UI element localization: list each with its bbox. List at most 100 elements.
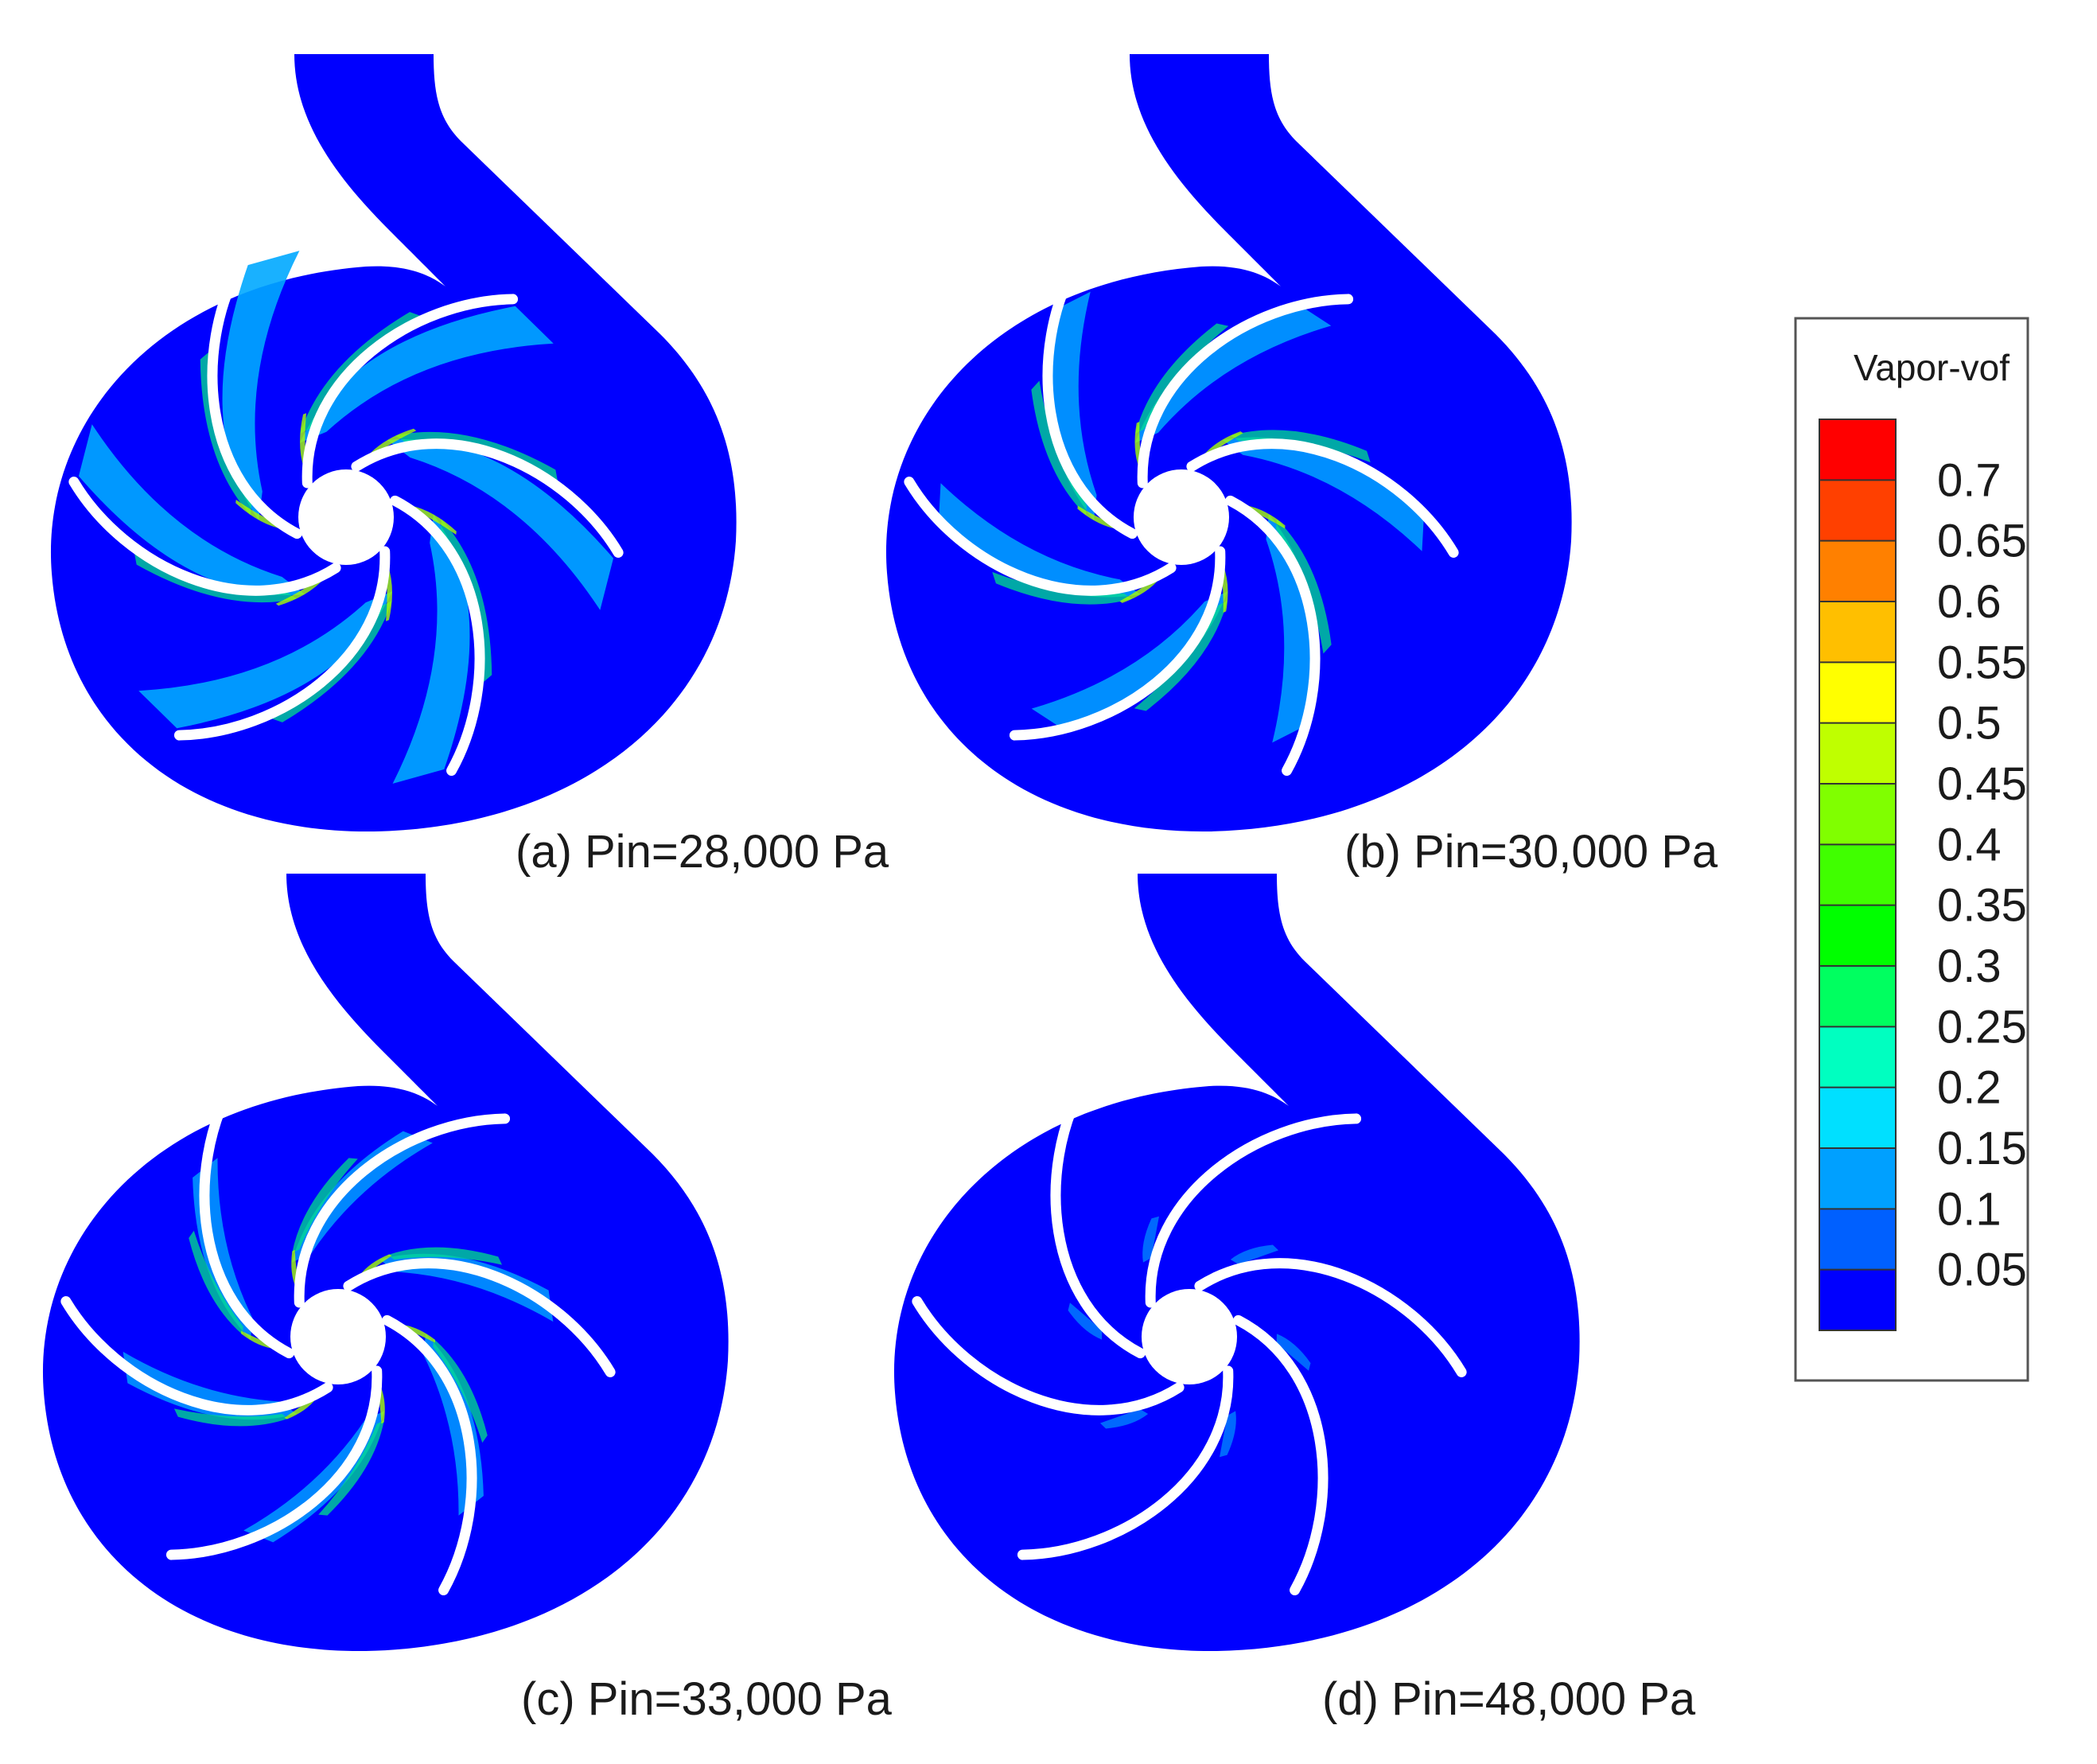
vapor-region [222,251,300,520]
vapor-region [379,1253,554,1322]
legend-band [1819,662,1896,724]
legend-title: Vapor-vof [1854,347,2009,388]
legend-band [1819,1269,1896,1331]
vapor-region [387,438,614,610]
legend-tick-label: 0.05 [1937,1244,2027,1296]
legend-tick-label: 0.45 [1937,758,2027,810]
vapor-region-dense [1031,380,1087,516]
vapor-region [1276,1334,1311,1371]
vapor-region-dense [318,1420,384,1516]
vapor-region [1099,1408,1149,1429]
vapor-region [1220,1411,1236,1458]
vapor-region [138,591,393,729]
legend-band [1819,784,1896,845]
impeller-blade [302,294,519,489]
legend-bar-outline [1819,419,1897,1331]
legend-band [1819,844,1896,906]
vapor-region [1134,302,1332,443]
impeller-blade [1186,438,1459,558]
legend-tick-label: 0.3 [1937,940,2002,992]
legend-tick-label: 0.15 [1937,1123,2027,1174]
impeller-blade [199,1077,294,1359]
impeller-hub [1134,469,1229,565]
vapor-region [1230,1244,1279,1265]
vapor-region-dense [992,571,1132,605]
vapor-region-dense [1231,430,1371,463]
impeller-hub [1142,1289,1237,1384]
vapor-region [392,514,470,784]
impeller-hub [298,469,394,565]
impeller-blade [1009,546,1226,741]
legend-band [1819,1087,1896,1149]
caption-a: (a) Pin=28,000 Pa [515,826,889,878]
pump-panel-a [50,54,737,832]
colorbar-legend: Vapor-vof 0.7 0.65 0.6 0.55 0.5 0.45 0.4 0.35 0.… [1794,317,2029,1382]
caption-b: (b) Pin=30,000 Pa [1344,826,1718,878]
legend-tick-label: 0.2 [1937,1062,2002,1114]
legend-band [1819,1209,1896,1271]
impeller-blade [173,546,391,741]
legend-band [1819,722,1896,785]
vapor-region [299,306,554,443]
legend-band [1819,1026,1896,1088]
impeller-blade [1042,258,1138,539]
vapor-region-dense [395,431,558,485]
vapor-region [1068,1303,1103,1340]
vapor-region [1047,291,1097,520]
impeller-hub [290,1289,386,1384]
legend-tick-label: 0.35 [1937,880,2027,932]
caption-d: (d) Pin=48,000 Pa [1322,1673,1696,1725]
impeller-blade [904,477,1177,596]
vapor-region-dense [1276,519,1332,654]
legend-band [1819,480,1896,542]
legend-tick-label: 0.6 [1937,576,2002,628]
impeller-blade [60,1296,333,1415]
legend-tick-label: 0.25 [1937,1001,2027,1053]
legend-tick-label: 0.5 [1937,698,2002,750]
vapor-region [1142,1216,1159,1263]
impeller-blade [1225,495,1321,777]
impeller-blade [1137,294,1354,489]
impeller-blade [912,1296,1185,1415]
vapor-region [123,1351,298,1420]
pump-panel-b [885,54,1572,832]
impeller-blade [1145,1113,1362,1308]
legend-tick-label: 0.1 [1937,1183,2002,1235]
legend-tick-label: 0.65 [1937,516,2027,567]
impeller-blade [294,1113,511,1308]
impeller-blade [1050,1077,1146,1359]
impeller-blade [207,258,302,539]
legend-tick-label: 0.7 [1937,454,2002,506]
vapor-region-dense [189,1230,243,1335]
vapor-region-dense [387,1247,503,1265]
caption-c: (c) Pin=33,000 Pa [521,1673,893,1725]
legend-band [1819,540,1896,602]
vapor-region [1031,591,1228,732]
legend-tick-label: 0.55 [1937,637,2027,688]
vapor-region-dense [433,1338,488,1443]
pump-panel-c [42,874,729,1652]
vapor-region-dense [1134,601,1227,711]
vapor-region [1266,514,1316,743]
impeller-blade [382,1314,477,1596]
legend-band [1819,419,1896,481]
vapor-region-dense [173,1408,289,1427]
legend-band [1819,602,1896,663]
legend-band [1819,966,1896,1027]
legend-band [1819,905,1896,967]
vapor-region-dense [134,549,297,603]
impeller-blade [343,1258,616,1377]
impeller-blade [351,438,624,558]
vapor-region-dense [1135,323,1229,434]
legend-band [1819,1148,1896,1209]
vapor-region-dense [292,1158,358,1253]
vapor-region [243,1411,385,1543]
vapor-region [291,1131,433,1263]
pump-panel-d [893,874,1580,1652]
impeller-blade [165,1365,383,1560]
impeller-blade [1233,1314,1329,1596]
impeller-blade [390,495,485,777]
impeller-blade [1194,1258,1467,1377]
impeller-blade [68,477,341,596]
